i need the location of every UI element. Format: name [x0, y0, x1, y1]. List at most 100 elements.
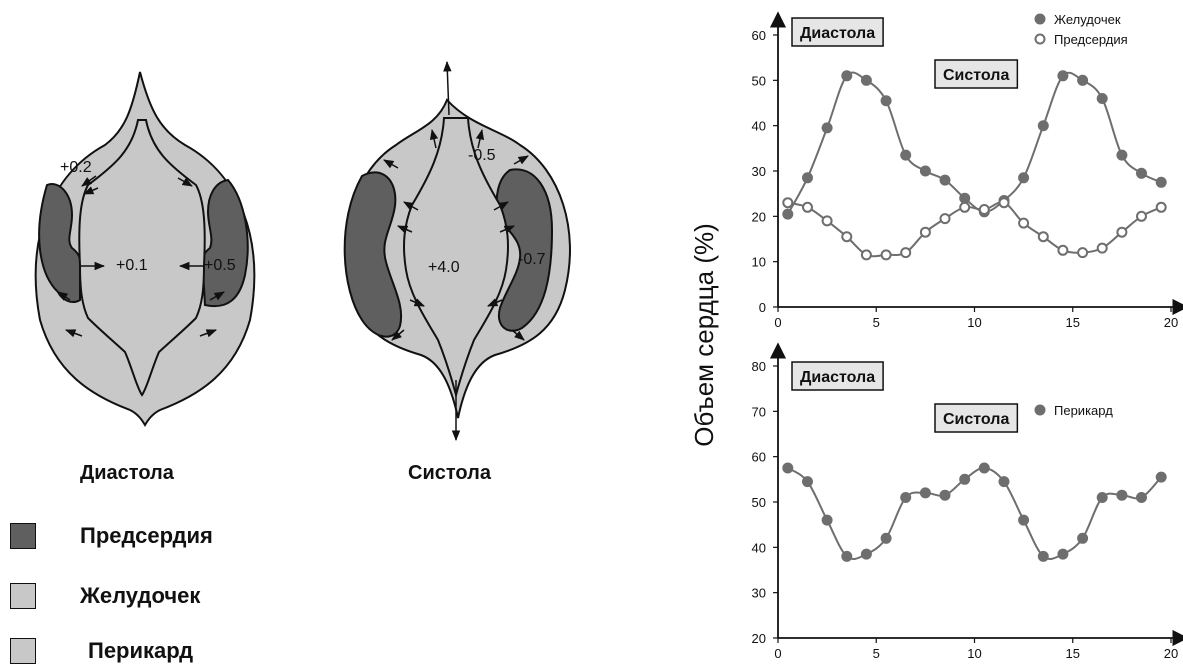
data-point — [1018, 172, 1030, 184]
x-tick-label: 0 — [774, 315, 781, 330]
data-point — [821, 122, 833, 134]
arrow — [499, 225, 515, 234]
x-tick-label: 20 — [1164, 315, 1178, 330]
data-point — [841, 231, 853, 243]
systole-heart-diagram: -0.5 +4.0 -0.7 — [343, 60, 571, 442]
legend-item-ventricle: Желудочек — [10, 583, 200, 609]
data-point — [1136, 167, 1147, 179]
y-axis-label: Объем сердца (%) — [689, 223, 719, 447]
data-point — [919, 165, 931, 177]
data-point — [1057, 244, 1069, 256]
data-point — [1155, 471, 1167, 483]
data-point — [939, 213, 951, 225]
legend-label: Перикард — [1054, 403, 1113, 418]
diastole-caption: Диастола — [80, 462, 174, 484]
legend-label: Перикард — [88, 638, 194, 663]
y-tick-label: 40 — [752, 119, 766, 134]
arrow — [177, 177, 193, 187]
data-point — [1116, 489, 1128, 501]
pericardium-volume-chart: 20 30 40 50 60 70 80 0 5 10 15 20 Перикард Диастола Си… — [752, 342, 1183, 661]
y-tick-label: 10 — [752, 255, 766, 270]
legend-marker — [1034, 404, 1046, 416]
legend-marker — [1034, 13, 1046, 25]
legend-label: Предсердия — [1054, 32, 1128, 47]
annotation-systole-text: Систола — [943, 67, 1009, 84]
data-point — [1136, 492, 1147, 503]
data-point — [860, 548, 872, 560]
x-tick-label: 10 — [967, 646, 981, 661]
data-point — [1096, 492, 1108, 503]
data-point — [900, 492, 912, 503]
data-point — [1155, 201, 1167, 213]
arrow — [443, 60, 452, 116]
diastole-pressure-right: +0.5 — [204, 257, 236, 274]
diastole-pressure-top-left: +0.2 — [60, 159, 92, 176]
diastole-heart-diagram: +0.2 +0.1 +0.5 — [34, 71, 256, 427]
data-point — [959, 192, 971, 204]
legend-label: Желудочек — [80, 583, 201, 608]
data-point — [802, 172, 813, 184]
y-tick-label: 60 — [752, 28, 766, 43]
arrow — [199, 329, 217, 338]
arrow — [57, 291, 71, 301]
y-tick-label: 0 — [759, 300, 766, 315]
arrow — [383, 159, 399, 169]
data-point — [880, 95, 892, 107]
data-point — [782, 197, 794, 209]
data-point — [919, 487, 931, 499]
arrow — [511, 329, 525, 341]
data-point — [1057, 548, 1069, 560]
x-tick-label: 20 — [1164, 646, 1178, 661]
data-point — [1018, 514, 1030, 526]
data-point — [978, 204, 990, 215]
arrow — [209, 291, 225, 301]
legend-item-pericardium: Перикард — [10, 638, 193, 664]
data-point — [841, 550, 853, 562]
data-point — [1096, 93, 1108, 104]
data-point — [939, 489, 951, 501]
y-tick-label: 60 — [752, 450, 766, 465]
data-point — [802, 201, 813, 213]
legend-marker — [1034, 33, 1046, 45]
arrow — [397, 225, 413, 234]
x-tick-label: 10 — [967, 315, 981, 330]
systole-left-atrium — [343, 171, 403, 338]
data-point — [959, 201, 971, 213]
series-line — [787, 467, 1162, 560]
data-point — [821, 215, 833, 227]
data-point — [1077, 74, 1089, 86]
data-point — [860, 74, 872, 86]
data-point — [998, 197, 1010, 209]
annotation-diastole — [791, 17, 884, 47]
y-tick-label: 70 — [752, 404, 766, 419]
data-point — [782, 462, 794, 474]
arrow — [409, 298, 425, 307]
data-point — [1037, 550, 1049, 562]
arrow — [429, 128, 439, 149]
x-tick-label: 0 — [774, 646, 781, 661]
arrow — [493, 201, 509, 211]
diastole-pressure-center: +0.1 — [116, 257, 148, 274]
arrow — [403, 201, 419, 211]
series-line — [786, 71, 1162, 215]
data-point — [998, 476, 1010, 488]
data-point — [1136, 210, 1147, 222]
data-point — [1116, 149, 1128, 161]
x-tick-label: 5 — [873, 315, 880, 330]
data-point — [1037, 120, 1049, 132]
annotation-diastole — [791, 361, 884, 391]
data-point — [841, 70, 853, 82]
legend-item-atria: Предсердия — [10, 523, 213, 549]
annotation-systole — [934, 403, 1019, 433]
annotation-diastole-text: Диастола — [800, 25, 875, 42]
y-tick-label: 40 — [752, 540, 766, 555]
systole-pressure-top-right: -0.5 — [468, 147, 496, 164]
arrow — [487, 298, 503, 307]
diastole-ventricle — [78, 119, 206, 397]
data-point — [919, 226, 931, 238]
y-tick-label: 50 — [752, 73, 766, 88]
data-point — [1018, 217, 1030, 229]
annotation-diastole-text: Диастола — [800, 369, 875, 386]
data-point — [1096, 242, 1108, 254]
data-point — [860, 249, 872, 261]
